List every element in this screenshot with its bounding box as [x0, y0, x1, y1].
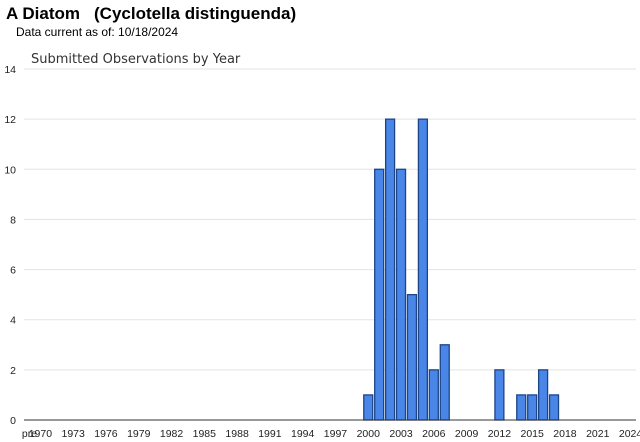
data-current-date: Data current as of: 10/18/2024: [16, 25, 179, 39]
bar: [516, 394, 527, 421]
y-tick-label: 0: [10, 415, 16, 427]
y-tick-label: 10: [4, 164, 16, 176]
y-tick-label: 12: [4, 114, 16, 126]
bar: [374, 168, 385, 421]
bar: [384, 118, 396, 421]
species-title: A Diatom (Cyclotella distinguenda): [6, 4, 296, 24]
x-tick-label: 1970: [29, 428, 53, 440]
y-tick-label: 8: [10, 214, 16, 226]
x-tick-label: 1973: [62, 428, 86, 440]
y-tick-label: 2: [10, 365, 16, 377]
x-tick-label: 2015: [521, 428, 545, 440]
bar: [548, 394, 560, 421]
chart-title: Submitted Observations by Year: [31, 52, 241, 67]
bar: [406, 293, 418, 421]
bar: [527, 394, 538, 421]
x-tick-label: 2018: [553, 428, 577, 440]
x-tick-label: 2021: [586, 428, 610, 440]
x-tick-label: 2024: [619, 428, 640, 440]
x-tick-label: 2000: [357, 428, 381, 440]
x-tick-label: 1985: [193, 428, 217, 440]
x-tick-label: 1997: [324, 428, 348, 440]
y-axis-ticks: 0 2 4 6 8 10 12 14: [4, 64, 16, 427]
x-tick-label: 2006: [422, 428, 446, 440]
chart-gridlines: [24, 68, 636, 371]
x-tick-label: pre: [22, 428, 37, 440]
y-tick-label: 14: [4, 64, 16, 76]
x-tick-label: 2003: [389, 428, 413, 440]
x-tick-label: 1979: [127, 428, 151, 440]
x-tick-label: 2012: [488, 428, 512, 440]
x-tick-label: 1991: [258, 428, 282, 440]
bar: [494, 369, 505, 421]
x-tick-label: 1994: [291, 428, 315, 440]
common-name: A Diatom: [6, 4, 80, 23]
scientific-name: (Cyclotella distinguenda): [94, 4, 297, 23]
x-tick-label: 1988: [225, 428, 249, 440]
bar: [417, 118, 429, 421]
chart-bars: [363, 118, 560, 421]
y-tick-label: 4: [10, 315, 16, 327]
x-tick-label: 1976: [94, 428, 118, 440]
bar: [537, 369, 549, 421]
y-tick-label: 6: [10, 265, 16, 277]
bar: [439, 344, 450, 421]
bar: [363, 394, 374, 421]
bar: [428, 369, 439, 421]
bar: [395, 168, 407, 421]
x-tick-label: 1982: [160, 428, 184, 440]
x-tick-label: 2009: [455, 428, 479, 440]
